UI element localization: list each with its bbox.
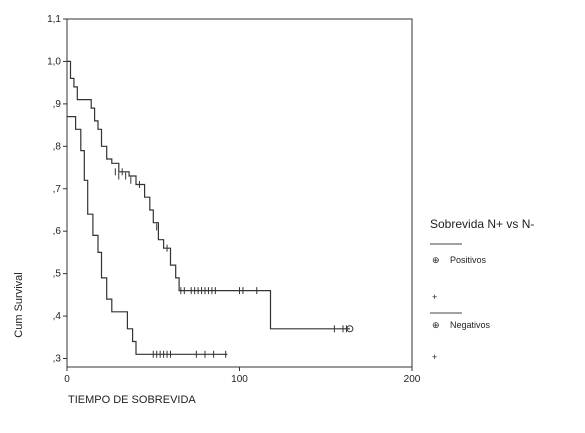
series-positivos	[67, 116, 228, 358]
legend: Sobrevida N+ vs N- ⊕ Positivos + ⊕ Negat…	[430, 217, 534, 362]
y-tick-label: 1,0	[47, 56, 61, 67]
y-tick-label: ,9	[53, 99, 62, 110]
y-axis-title: Cum Survival	[13, 272, 25, 337]
x-axis: 0 100 200	[64, 367, 421, 385]
plot-border	[66, 18, 413, 368]
survival-line-negativos	[67, 60, 350, 330]
y-tick-label: ,4	[53, 311, 62, 322]
plot-frame	[66, 18, 413, 368]
legend-title: Sobrevida N+ vs N-	[430, 217, 534, 231]
legend-marker-negativos: ⊕	[432, 320, 440, 330]
y-tick-label: ,3	[53, 354, 62, 365]
legend-item-positivos-censored: +	[432, 292, 437, 302]
legend-marker-positivos: ⊕	[432, 255, 440, 265]
y-tick-label: ,8	[53, 141, 62, 152]
x-tick-label: 100	[231, 374, 248, 385]
y-tick-label: ,6	[53, 226, 62, 237]
survival-line-positivos	[67, 116, 228, 355]
series-layer	[67, 60, 354, 358]
legend-item-negativos-censored: +	[432, 352, 437, 362]
x-axis-title: TIEMPO DE SOBREVIDA	[68, 394, 196, 406]
series-negativos	[67, 60, 350, 333]
x-tick-label: 0	[64, 374, 70, 385]
y-tick-label: 1,1	[47, 14, 61, 25]
y-tick-label: ,5	[53, 269, 62, 280]
y-tick-label: ,7	[53, 184, 62, 195]
legend-item-positivos: Positivos	[450, 255, 487, 265]
y-axis: ,3 ,4 ,5 ,6 ,7 ,8 ,9 1,0 1,1	[47, 14, 67, 365]
end-marker-negativos	[346, 325, 354, 333]
legend-item-negativos: Negativos	[450, 320, 491, 330]
x-tick-label: 200	[404, 374, 421, 385]
